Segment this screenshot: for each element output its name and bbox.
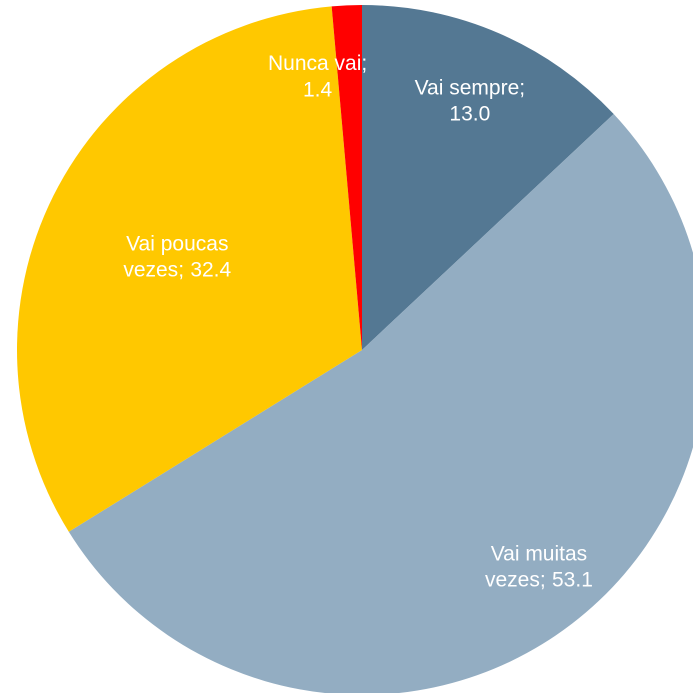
label-category: Vai muitas: [491, 542, 587, 565]
pie-slice: [16, 6, 362, 532]
label-separator: ;: [178, 259, 184, 282]
slice-label: Nunca vai; 1.4: [268, 52, 367, 101]
label-category: Nunca vai: [268, 52, 361, 75]
data-label: 13.0: [449, 103, 490, 126]
label-separator: ;: [519, 76, 525, 99]
data-label: 1.4: [303, 78, 333, 101]
data-label: 32.4: [190, 259, 231, 282]
label-category: vezes: [123, 259, 178, 282]
pie-slice: [331, 5, 362, 350]
slice-label: Vai sempre; 13.0: [415, 76, 526, 125]
data-label: 53.1: [552, 569, 593, 592]
pie-slice: [68, 114, 693, 693]
label-separator: ;: [540, 569, 546, 592]
label-category: vezes: [485, 569, 540, 592]
label-category: Vai poucas: [126, 232, 228, 255]
slice-label: Vai poucas vezes; 32.4: [123, 232, 231, 281]
label-category: Vai sempre: [415, 76, 520, 99]
pie-slice: [362, 5, 614, 350]
slice-label: Vai muitas vezes; 53.1: [485, 542, 593, 591]
label-separator: ;: [361, 52, 367, 75]
